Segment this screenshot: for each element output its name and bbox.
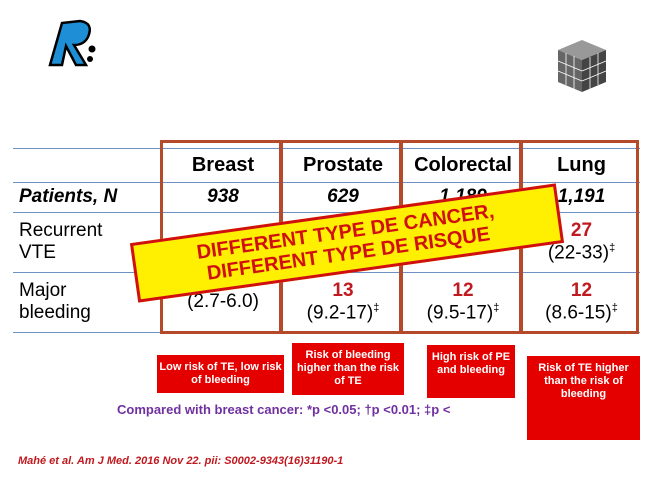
ci-text: (22-33) [547, 242, 610, 264]
ci-text: (9.2-17) [306, 302, 374, 324]
column-header: Lung [557, 153, 606, 176]
column-header: Colorectal [414, 153, 512, 176]
cell-value: 938 [207, 186, 239, 208]
significance: ‡ [373, 301, 380, 314]
row-rule [13, 182, 640, 183]
cell: 938 [163, 182, 283, 212]
row-label: Patients, N [19, 186, 118, 208]
row-rule [13, 148, 640, 149]
cell: 12 (9.5-17)‡ [403, 272, 523, 332]
column-header: Prostate [302, 153, 384, 176]
significance: ‡ [493, 301, 500, 314]
row-rule [13, 212, 640, 213]
cell-value: 1,191 [557, 186, 606, 208]
cell: 1,191 [523, 182, 640, 212]
ci-text: (2.7-6.0) [187, 291, 259, 313]
ci-text: (8.6-15) [545, 302, 612, 324]
callout: Low risk of TE, low risk of bleeding [157, 355, 284, 393]
ci-text: (9.5-17) [426, 302, 494, 324]
callout: Risk of bleeding higher than the risk of… [292, 343, 404, 395]
cell-ci: (9.2-17)‡ [307, 302, 380, 324]
callout: High risk of PE and bleeding [427, 345, 515, 398]
cell: (2.7-6.0) [163, 272, 283, 332]
cell-value: 27 [570, 219, 593, 241]
footnote: Compared with breast cancer: *p <0.05; †… [117, 402, 451, 417]
cell-value: 12 [570, 279, 593, 301]
cell-ci: (22-33)‡ [548, 242, 615, 264]
cell-ci: (9.5-17)‡ [427, 302, 500, 324]
cell-value: 629 [327, 186, 359, 208]
cell-value: 13 [332, 279, 354, 301]
column-header: Breast [191, 153, 255, 176]
citation: Mahé et al. Am J Med. 2016 Nov 22. pii: … [18, 455, 344, 467]
row-label: Major bleeding [19, 280, 91, 323]
cell: 13 (9.2-17)‡ [283, 272, 403, 332]
cell: 27 (22-33)‡ [523, 212, 640, 272]
row-label: Recurrent VTE [19, 220, 103, 263]
cell-ci: (2.7-6.0) [187, 291, 259, 313]
significance: ‡ [611, 301, 618, 314]
logo [48, 19, 96, 67]
cell: 629 [283, 182, 403, 212]
cell: 12 (8.6-15)‡ [523, 272, 640, 332]
cell-ci: (8.6-15)‡ [545, 302, 618, 324]
callout: Risk of TE higher than the risk of bleed… [527, 356, 640, 440]
cell-value: 12 [452, 279, 474, 301]
significance: ‡ [609, 241, 616, 254]
cube-icon [557, 40, 607, 92]
